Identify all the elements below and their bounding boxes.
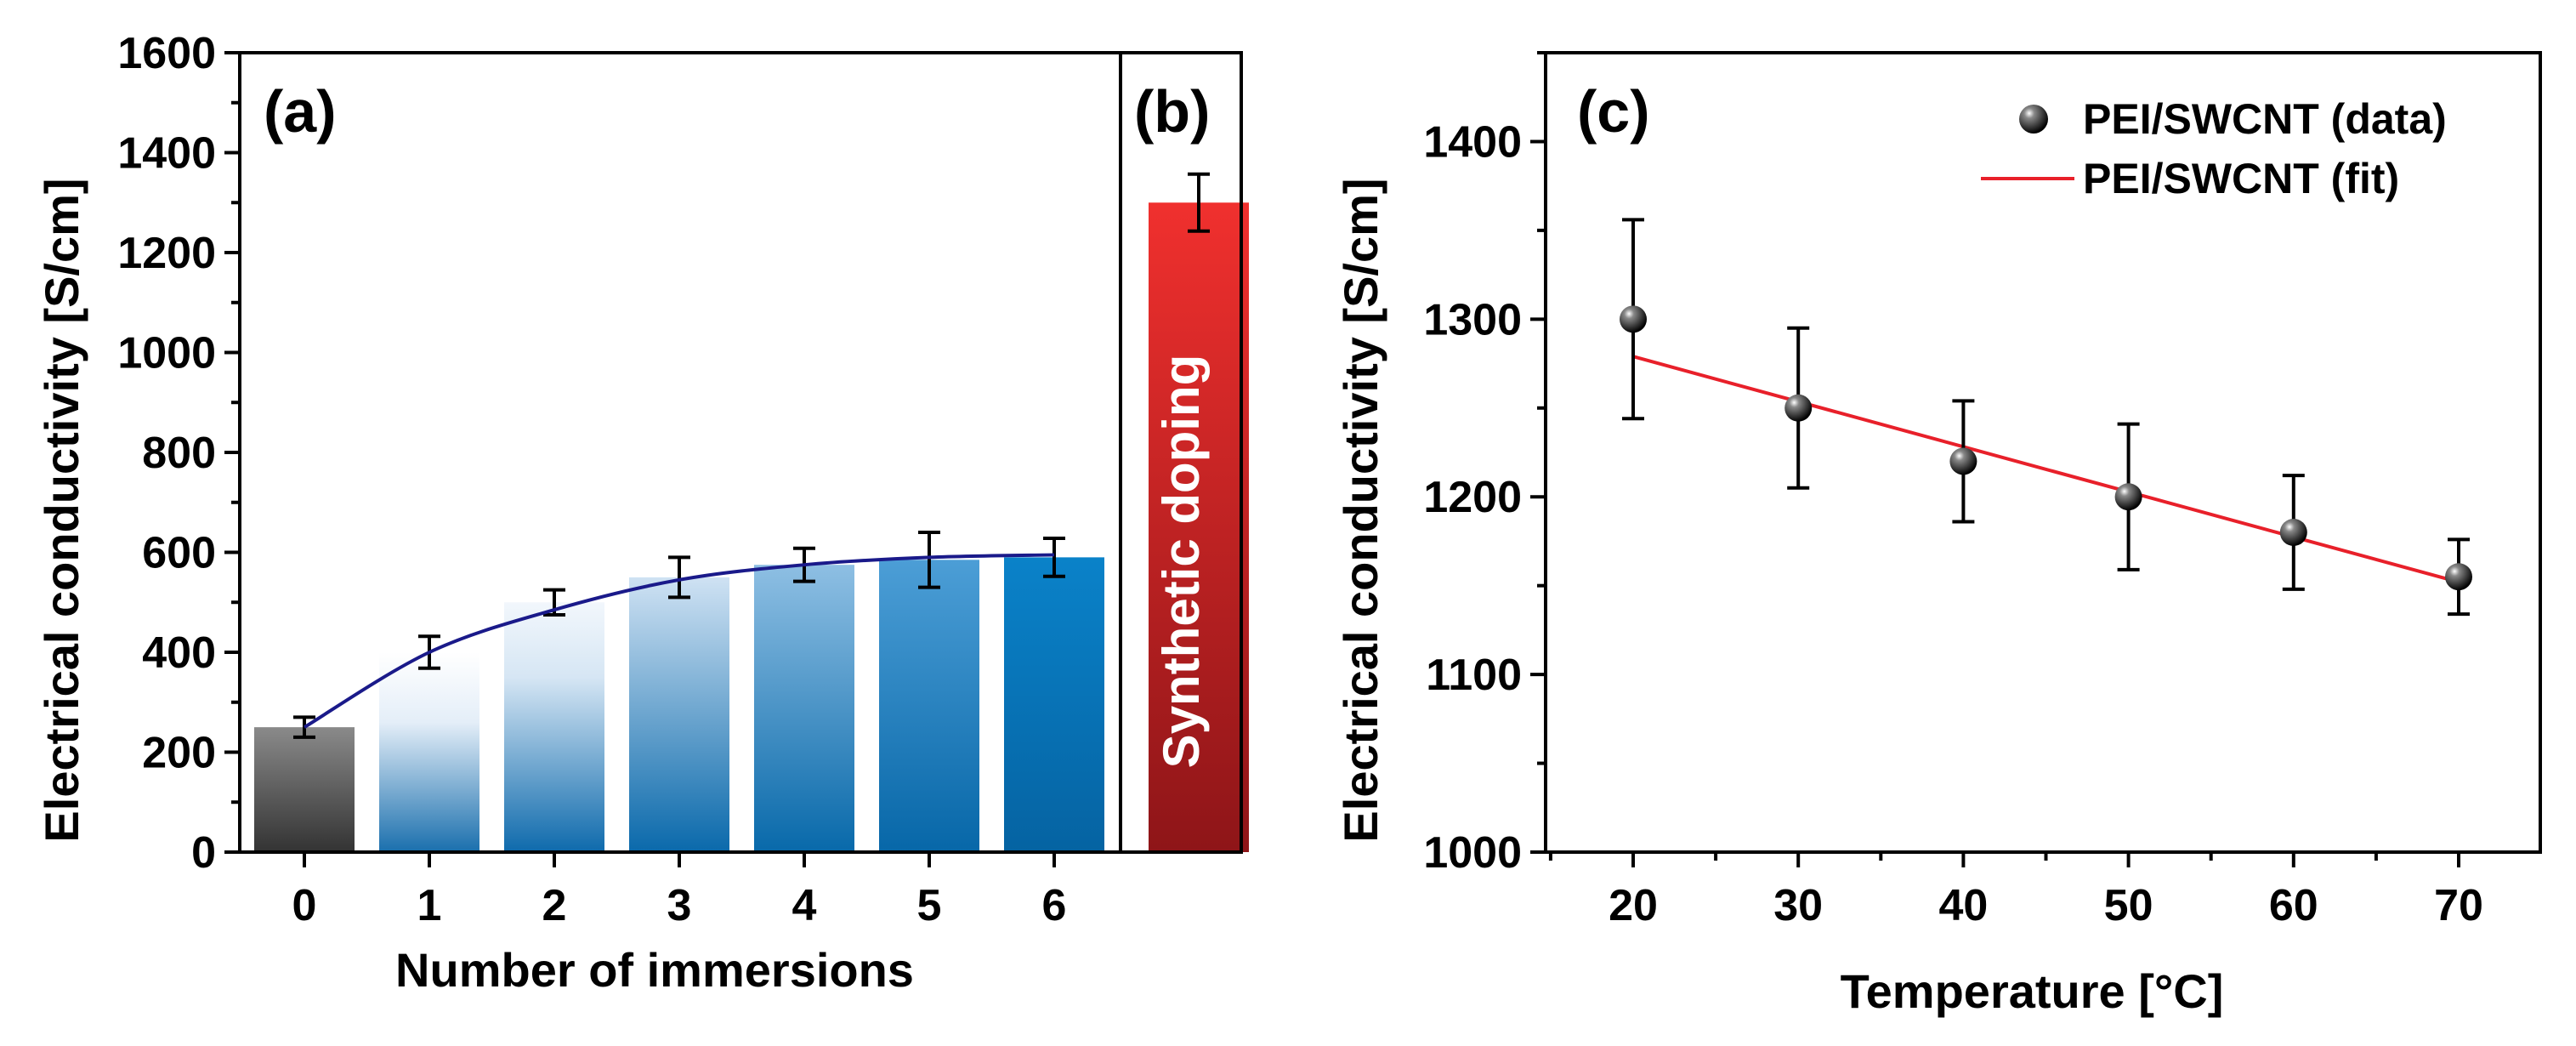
panel-b-error-bar [1188, 172, 1210, 233]
panel-c-y-axis-title: Electrical conductivity [S/cm] [1334, 178, 1387, 842]
panel-b-label: (b) [1134, 78, 1210, 145]
bar-immersion-2 [504, 602, 604, 852]
data-point-70 [2445, 563, 2472, 591]
panel-a-x-ticks: 0 1 2 3 4 5 6 [292, 852, 1067, 930]
y-tick-label-400: 400 [142, 628, 216, 678]
c-x-tick-label-40: 40 [1938, 881, 1988, 930]
data-point-50 [2114, 483, 2142, 511]
error-bar-immersion-5 [918, 531, 940, 589]
c-x-tick-label-60: 60 [2269, 881, 2318, 930]
panel-a-x-axis-title: Number of immersions [395, 943, 914, 997]
panel-c-x-ticks: 20 30 40 50 60 70 [1548, 852, 2483, 930]
panel-c-fit-line [1632, 355, 2460, 584]
bar-immersion-0 [254, 727, 355, 852]
panel-c-frame [1544, 51, 2542, 854]
x-tick-label-4: 4 [792, 881, 817, 930]
x-tick-label-3: 3 [667, 881, 692, 930]
c-x-tick-label-50: 50 [2104, 881, 2153, 930]
panel-a-label: (a) [264, 78, 337, 145]
y-tick-label-1600: 1600 [117, 29, 216, 78]
panel-a-y-ticks: 0 200 400 600 800 1000 1200 1400 1600 [117, 29, 240, 878]
panel-c-data-points [1620, 305, 2472, 591]
data-point-20 [1620, 305, 1647, 333]
data-point-30 [1784, 394, 1813, 422]
error-bar-immersion-3 [668, 555, 690, 600]
panel-b-bar-label: Synthetic doping [1153, 355, 1210, 769]
panel-c-x-axis-title: Temperature [°C] [1841, 964, 2224, 1018]
panel-c: 1000 1100 1200 1300 1400 20 30 40 50 60 70 (c) PE… [1334, 51, 2542, 1018]
x-tick-label-1: 1 [417, 881, 442, 930]
panel-a-bars [254, 557, 1104, 852]
legend-data-marker [2019, 105, 2048, 134]
error-bar-synthetic-doping [1188, 172, 1210, 233]
bar-immersion-4 [754, 565, 854, 852]
bar-immersion-1 [379, 652, 479, 852]
legend-fit-label: PEI/SWCNT (fit) [2083, 155, 2399, 202]
bar-immersion-5 [879, 560, 979, 852]
c-y-tick-label-1300: 1300 [1423, 295, 1522, 344]
panel-c-legend: PEI/SWCNT (data) PEI/SWCNT (fit) [1981, 95, 2447, 202]
legend-data-label: PEI/SWCNT (data) [2083, 95, 2447, 143]
y-tick-label-1400: 1400 [117, 129, 216, 179]
bar-immersion-3 [629, 577, 729, 852]
y-tick-label-600: 600 [142, 529, 216, 578]
y-tick-label-200: 200 [142, 729, 216, 778]
x-tick-label-5: 5 [917, 881, 942, 930]
c-x-tick-label-30: 30 [1773, 881, 1823, 930]
panel-ab: 0 200 400 600 800 1000 1200 1400 1600 0 1 2 3 4 5 6 (a… [35, 29, 1249, 997]
panel-b-bar [1149, 202, 1249, 852]
x-tick-label-2: 2 [542, 881, 567, 930]
y-tick-label-1000: 1000 [117, 329, 216, 378]
bar-immersion-6 [1004, 557, 1104, 852]
c-x-tick-label-20: 20 [1609, 881, 1658, 930]
data-point-40 [1949, 447, 1977, 475]
y-tick-label-0: 0 [191, 828, 216, 878]
panel-a-fit-curve [303, 553, 1055, 729]
error-bar-immersion-6 [1043, 537, 1065, 578]
x-tick-label-0: 0 [292, 881, 317, 930]
c-y-tick-label-1200: 1200 [1423, 473, 1522, 522]
y-tick-label-1200: 1200 [117, 229, 216, 278]
c-y-tick-label-1100: 1100 [1426, 651, 1522, 700]
c-x-tick-label-70: 70 [2434, 881, 2483, 930]
panel-c-y-ticks: 1000 1100 1200 1300 1400 [1423, 51, 1546, 878]
c-y-tick-label-1400: 1400 [1423, 117, 1522, 167]
c-y-tick-label-1000: 1000 [1423, 828, 1522, 878]
panel-c-error-bars [1622, 218, 2470, 617]
panel-a-y-axis-title: Electrical conductivity [S/cm] [35, 178, 88, 842]
panel-c-label: (c) [1577, 78, 1650, 145]
x-tick-label-6: 6 [1042, 881, 1067, 930]
data-point-60 [2279, 519, 2307, 546]
y-tick-label-800: 800 [142, 429, 216, 478]
